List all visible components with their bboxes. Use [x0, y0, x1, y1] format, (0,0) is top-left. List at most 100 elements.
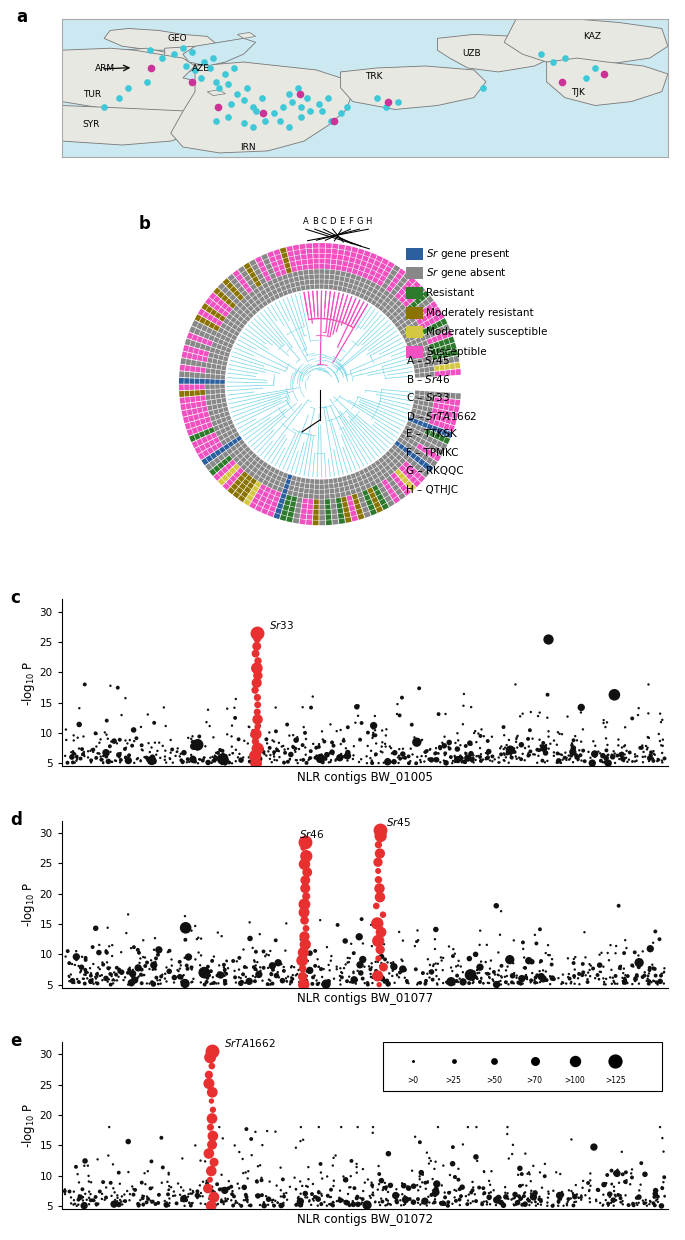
Point	[226, 737, 237, 756]
Point	[186, 1193, 197, 1213]
Polygon shape	[277, 486, 283, 492]
Point	[264, 975, 275, 994]
Polygon shape	[442, 352, 448, 358]
Point	[378, 753, 389, 773]
Point	[450, 972, 461, 992]
Polygon shape	[336, 265, 341, 270]
Point	[476, 968, 487, 988]
Point	[329, 968, 340, 988]
Polygon shape	[332, 243, 338, 249]
Text: AZE: AZE	[192, 64, 210, 73]
Point	[630, 751, 640, 771]
Point	[376, 946, 387, 966]
Point	[366, 1176, 377, 1195]
Point	[85, 1184, 96, 1204]
Point	[188, 1183, 199, 1203]
Point	[300, 745, 311, 765]
Point	[534, 952, 545, 972]
Point	[620, 718, 631, 738]
Polygon shape	[436, 347, 441, 353]
Polygon shape	[442, 410, 448, 417]
Polygon shape	[201, 325, 208, 332]
Point	[240, 967, 251, 987]
Point	[429, 1193, 440, 1213]
Polygon shape	[404, 337, 410, 343]
Point	[352, 961, 363, 981]
Point	[410, 936, 421, 956]
Point	[601, 1173, 612, 1193]
Point	[412, 1193, 423, 1213]
Point	[312, 975, 323, 994]
Point	[567, 1183, 578, 1203]
Polygon shape	[244, 454, 250, 460]
Point	[588, 732, 599, 751]
Polygon shape	[313, 253, 319, 258]
Point	[447, 1137, 458, 1157]
Polygon shape	[258, 501, 264, 507]
Polygon shape	[415, 373, 420, 378]
Point	[495, 975, 506, 994]
Polygon shape	[324, 279, 329, 284]
Polygon shape	[419, 439, 426, 445]
Polygon shape	[425, 429, 431, 435]
Point	[447, 946, 458, 966]
Point	[150, 1194, 161, 1214]
Point	[606, 960, 617, 980]
Point	[310, 748, 321, 768]
Polygon shape	[416, 319, 423, 325]
Point	[455, 735, 466, 755]
Point	[576, 1187, 587, 1207]
Point	[142, 952, 153, 972]
Point	[306, 742, 316, 761]
Polygon shape	[387, 500, 395, 507]
Polygon shape	[200, 389, 206, 396]
Point	[205, 1117, 216, 1137]
Point	[595, 744, 606, 764]
Point	[373, 952, 384, 972]
Polygon shape	[398, 492, 406, 500]
Point	[264, 738, 275, 758]
Point	[149, 751, 160, 771]
Polygon shape	[440, 415, 447, 423]
Point	[601, 748, 612, 768]
Point	[589, 744, 600, 764]
Point	[598, 1184, 609, 1204]
Point	[328, 1171, 339, 1190]
Polygon shape	[319, 269, 324, 274]
Point	[564, 968, 575, 988]
Point	[420, 742, 431, 761]
Point	[425, 961, 436, 981]
Point	[255, 715, 266, 735]
Point	[393, 967, 404, 987]
Point	[429, 1193, 440, 1213]
Point	[177, 751, 188, 771]
Point	[113, 745, 124, 765]
Polygon shape	[222, 361, 227, 366]
Point	[290, 1195, 301, 1215]
Point	[93, 1194, 104, 1214]
Polygon shape	[325, 264, 330, 269]
Point	[645, 748, 656, 768]
Polygon shape	[292, 272, 298, 277]
Polygon shape	[196, 361, 201, 367]
Point	[413, 1180, 424, 1200]
Polygon shape	[425, 312, 432, 320]
Polygon shape	[329, 489, 334, 494]
Polygon shape	[451, 342, 457, 350]
Polygon shape	[335, 270, 340, 275]
Polygon shape	[309, 494, 314, 498]
Polygon shape	[210, 309, 217, 316]
Point	[68, 742, 79, 761]
Point	[77, 1190, 88, 1210]
Polygon shape	[434, 433, 440, 440]
Polygon shape	[405, 480, 412, 487]
Point	[458, 962, 469, 982]
Polygon shape	[256, 470, 262, 476]
Polygon shape	[306, 285, 310, 290]
Point	[632, 965, 643, 985]
Point	[373, 861, 384, 880]
Point	[290, 966, 301, 986]
Point	[142, 1189, 153, 1209]
Point	[614, 957, 625, 977]
Point	[125, 939, 136, 959]
